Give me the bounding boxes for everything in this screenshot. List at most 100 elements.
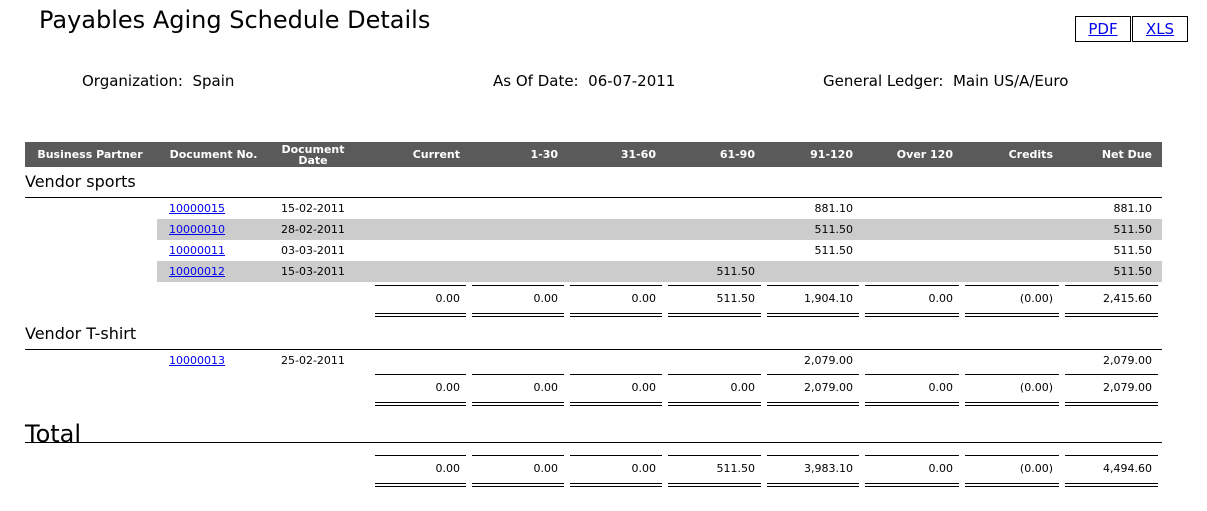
double-rule bbox=[570, 316, 662, 317]
double-rule bbox=[965, 316, 1059, 317]
total-cell: 2,079.00 bbox=[804, 381, 853, 394]
total-rule bbox=[472, 285, 564, 286]
double-rule bbox=[865, 405, 959, 406]
total-cell: 0.00 bbox=[928, 462, 954, 475]
total-cell: 0.00 bbox=[533, 292, 559, 305]
document-link[interactable]: 10000015 bbox=[169, 202, 225, 215]
total-cell: 0.00 bbox=[631, 292, 657, 305]
total-rule bbox=[1065, 455, 1158, 456]
amount: 511.50 bbox=[716, 265, 756, 278]
double-rule bbox=[375, 316, 466, 317]
double-rule bbox=[375, 405, 466, 406]
amount: 511.50 bbox=[1113, 265, 1153, 278]
param-label: As Of Date: bbox=[493, 72, 579, 90]
double-rule bbox=[865, 486, 959, 487]
pdf-button[interactable]: PDF bbox=[1075, 16, 1131, 42]
double-rule bbox=[375, 483, 466, 484]
double-rule bbox=[767, 313, 859, 314]
total-rule bbox=[965, 374, 1059, 375]
total-rule bbox=[375, 285, 466, 286]
amount: 511.50 bbox=[1113, 223, 1153, 236]
amount: 511.50 bbox=[1113, 244, 1153, 257]
total-rule bbox=[570, 455, 662, 456]
double-rule bbox=[570, 402, 662, 403]
total-cell: 0.00 bbox=[533, 462, 559, 475]
document-link[interactable]: 10000011 bbox=[169, 244, 225, 257]
total-cell: 3,983.10 bbox=[804, 462, 853, 475]
document-date: 15-03-2011 bbox=[281, 265, 345, 278]
group-rule bbox=[25, 197, 1162, 198]
amount: 881.10 bbox=[1113, 202, 1153, 215]
total-cell: 511.50 bbox=[716, 462, 756, 475]
total-rule bbox=[767, 455, 859, 456]
double-rule bbox=[965, 483, 1059, 484]
double-rule bbox=[668, 402, 761, 403]
column-header: 31-60 bbox=[570, 142, 656, 167]
double-rule bbox=[965, 405, 1059, 406]
document-link[interactable]: 10000010 bbox=[169, 223, 225, 236]
double-rule bbox=[1065, 316, 1158, 317]
double-rule bbox=[472, 405, 564, 406]
column-header: Net Due bbox=[1065, 142, 1152, 167]
double-rule bbox=[767, 405, 859, 406]
total-rule bbox=[472, 374, 564, 375]
double-rule bbox=[1065, 313, 1158, 314]
total-cell: 4,494.60 bbox=[1103, 462, 1152, 475]
column-header: Credits bbox=[965, 142, 1053, 167]
total-rule bbox=[570, 285, 662, 286]
column-header: 1-30 bbox=[472, 142, 558, 167]
group-name: Vendor T-shirt bbox=[25, 324, 137, 343]
double-rule bbox=[865, 483, 959, 484]
total-cell: 0.00 bbox=[435, 462, 461, 475]
total-rule bbox=[865, 455, 959, 456]
document-link[interactable]: 10000013 bbox=[169, 354, 225, 367]
param: Organization: Spain bbox=[82, 72, 234, 90]
total-rule bbox=[375, 455, 466, 456]
double-rule bbox=[1065, 402, 1158, 403]
amount: 881.10 bbox=[814, 202, 854, 215]
total-rule bbox=[25, 442, 1162, 443]
column-header: Over 120 bbox=[865, 142, 953, 167]
total-cell: 0.00 bbox=[435, 292, 461, 305]
param-value: 06-07-2011 bbox=[588, 72, 676, 90]
total-rule bbox=[767, 374, 859, 375]
total-rule bbox=[865, 285, 959, 286]
group-rule bbox=[25, 349, 1162, 350]
row-band bbox=[157, 261, 1162, 282]
double-rule bbox=[1065, 483, 1158, 484]
amount: 511.50 bbox=[814, 223, 854, 236]
document-date: 03-03-2011 bbox=[281, 244, 345, 257]
total-cell: (0.00) bbox=[1019, 292, 1053, 305]
double-rule bbox=[668, 483, 761, 484]
double-rule bbox=[767, 316, 859, 317]
double-rule bbox=[767, 483, 859, 484]
total-rule bbox=[668, 374, 761, 375]
document-link[interactable]: 10000012 bbox=[169, 265, 225, 278]
total-cell: 1,904.10 bbox=[804, 292, 853, 305]
double-rule bbox=[375, 402, 466, 403]
total-rule bbox=[767, 285, 859, 286]
total-rule bbox=[668, 285, 761, 286]
total-cell: 2,079.00 bbox=[1103, 381, 1152, 394]
report-title: Payables Aging Schedule Details bbox=[39, 6, 431, 34]
total-rule bbox=[570, 374, 662, 375]
total-cell: 0.00 bbox=[631, 381, 657, 394]
amount: 511.50 bbox=[814, 244, 854, 257]
param: General Ledger: Main US/A/Euro bbox=[823, 72, 1068, 90]
column-header: Current bbox=[375, 142, 460, 167]
xls-button[interactable]: XLS bbox=[1132, 16, 1188, 42]
document-date: 28-02-2011 bbox=[281, 223, 345, 236]
param-label: General Ledger: bbox=[823, 72, 944, 90]
double-rule bbox=[472, 313, 564, 314]
double-rule bbox=[570, 405, 662, 406]
double-rule bbox=[472, 486, 564, 487]
double-rule bbox=[865, 316, 959, 317]
double-rule bbox=[375, 486, 466, 487]
double-rule bbox=[668, 316, 761, 317]
column-header: Document No. bbox=[157, 142, 270, 167]
double-rule bbox=[472, 483, 564, 484]
double-rule bbox=[570, 486, 662, 487]
total-cell: 0.00 bbox=[928, 292, 954, 305]
amount: 2,079.00 bbox=[1103, 354, 1152, 367]
